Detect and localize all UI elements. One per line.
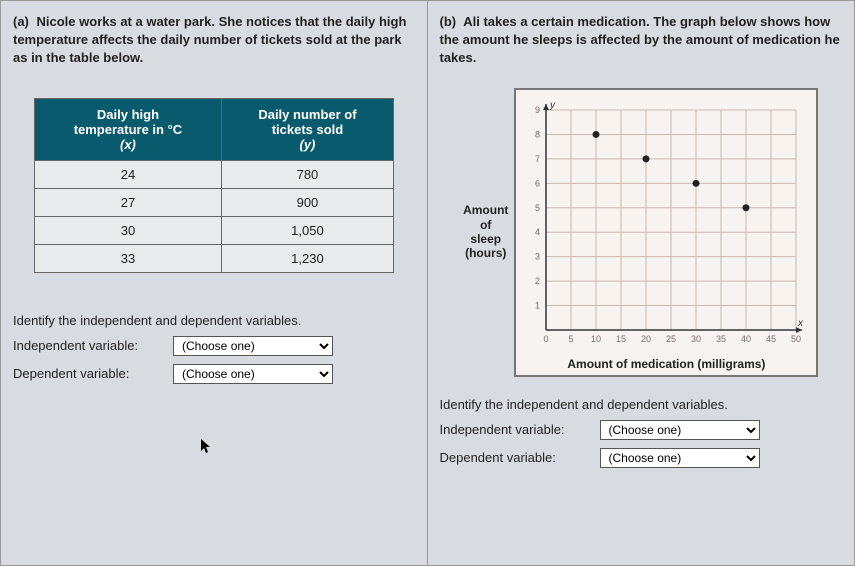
svg-text:4: 4	[535, 227, 540, 237]
cell-y: 780	[222, 160, 394, 188]
dep-label-b: Dependent variable:	[440, 450, 600, 465]
panel-a-letter: (a)	[13, 13, 29, 31]
svg-text:9: 9	[535, 105, 540, 115]
svg-text:8: 8	[535, 129, 540, 139]
x-axis-title: Amount of medication (milligrams)	[524, 357, 808, 371]
cell-y: 1,050	[222, 216, 394, 244]
header-y-sub: (y)	[228, 137, 387, 152]
header-x-sub: (x)	[41, 137, 215, 152]
panel-a: (a) Nicole works at a water park. She no…	[1, 1, 428, 565]
prompt-b: (b) Ali takes a certain medication. The …	[440, 13, 843, 68]
svg-text:5: 5	[569, 334, 574, 344]
cell-x: 24	[34, 160, 221, 188]
svg-text:0: 0	[544, 334, 549, 344]
svg-text:40: 40	[741, 334, 751, 344]
header-x-line2: temperature in °C	[41, 122, 215, 137]
dep-row-a: Dependent variable: (Choose one)	[13, 364, 415, 384]
svg-text:3: 3	[535, 251, 540, 261]
dep-label-a: Dependent variable:	[13, 366, 173, 381]
table-row: 27900	[34, 188, 393, 216]
header-y-line1: Daily number of	[228, 107, 387, 122]
svg-text:30: 30	[691, 334, 701, 344]
indep-row-b: Independent variable: (Choose one)	[440, 420, 843, 440]
table-row: 301,050	[34, 216, 393, 244]
panel-b-text: Ali takes a certain medication. The grap…	[440, 14, 840, 65]
cell-y: 1,230	[222, 244, 394, 272]
ylabel-3: sleep	[463, 232, 508, 246]
svg-text:6: 6	[535, 178, 540, 188]
cell-x: 27	[34, 188, 221, 216]
svg-text:20: 20	[641, 334, 651, 344]
indep-select-a[interactable]: (Choose one)	[173, 336, 333, 356]
header-x-line1: Daily high	[41, 107, 215, 122]
chart-wrap: Amount of sleep (hours) yx05101520253035…	[440, 88, 843, 377]
svg-text:1: 1	[535, 300, 540, 310]
chart-box: yx05101520253035404550123456789 Amount o…	[514, 88, 818, 377]
y-axis-title: Amount of sleep (hours)	[463, 203, 508, 261]
indep-select-b[interactable]: (Choose one)	[600, 420, 760, 440]
svg-text:15: 15	[616, 334, 626, 344]
worksheet-container: (a) Nicole works at a water park. She no…	[0, 0, 855, 566]
panel-a-text: Nicole works at a water park. She notice…	[13, 14, 406, 65]
svg-text:y: y	[549, 100, 556, 111]
svg-text:45: 45	[766, 334, 776, 344]
panel-b: (b) Ali takes a certain medication. The …	[428, 1, 855, 565]
ylabel-2: of	[463, 218, 508, 232]
svg-text:7: 7	[535, 153, 540, 163]
cell-y: 900	[222, 188, 394, 216]
scatter-chart: yx05101520253035404550123456789	[524, 98, 808, 350]
identify-text-b: Identify the independent and dependent v…	[440, 397, 843, 412]
svg-text:25: 25	[666, 334, 676, 344]
prompt-a: (a) Nicole works at a water park. She no…	[13, 13, 415, 68]
svg-text:10: 10	[591, 334, 601, 344]
table-row: 331,230	[34, 244, 393, 272]
ylabel-1: Amount	[463, 203, 508, 217]
ylabel-4: (hours)	[463, 246, 508, 260]
svg-text:50: 50	[791, 334, 801, 344]
indep-row-a: Independent variable: (Choose one)	[13, 336, 415, 356]
svg-text:2: 2	[535, 276, 540, 286]
identify-block-a: Identify the independent and dependent v…	[13, 313, 415, 384]
dep-row-b: Dependent variable: (Choose one)	[440, 448, 843, 468]
svg-text:5: 5	[535, 202, 540, 212]
data-table: Daily high temperature in °C (x) Daily n…	[34, 98, 394, 273]
panel-b-letter: (b)	[440, 13, 457, 31]
cell-x: 33	[34, 244, 221, 272]
dep-select-b[interactable]: (Choose one)	[600, 448, 760, 468]
dep-select-a[interactable]: (Choose one)	[173, 364, 333, 384]
header-y-line2: tickets sold	[228, 122, 387, 137]
identify-block-b: Identify the independent and dependent v…	[440, 397, 843, 468]
cursor-icon	[201, 439, 213, 455]
indep-label-a: Independent variable:	[13, 338, 173, 353]
identify-text-a: Identify the independent and dependent v…	[13, 313, 415, 328]
table-header-y: Daily number of tickets sold (y)	[222, 98, 394, 160]
indep-label-b: Independent variable:	[440, 422, 600, 437]
svg-text:x: x	[797, 318, 804, 329]
cell-x: 30	[34, 216, 221, 244]
table-header-x: Daily high temperature in °C (x)	[34, 98, 221, 160]
table-row: 24780	[34, 160, 393, 188]
svg-text:35: 35	[716, 334, 726, 344]
